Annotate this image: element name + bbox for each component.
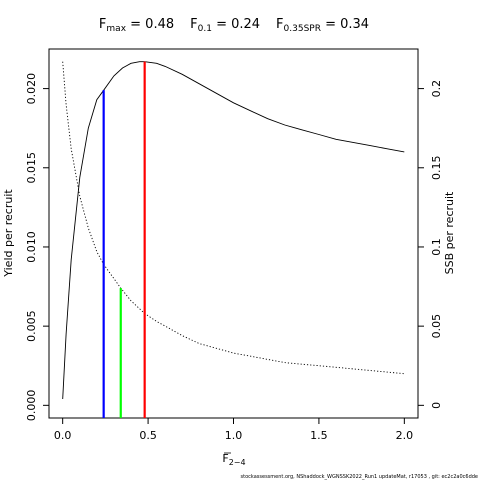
x-tick-label-2: 1.0 (225, 429, 243, 442)
y2-tick-label-0: 0 (430, 402, 443, 409)
y2-tick-label-4: 0.2 (430, 80, 443, 98)
y-tick-label-1: 0.005 (25, 310, 38, 342)
y2-tick-label-3: 0.15 (430, 156, 443, 181)
x-tick-label-4: 2.0 (396, 429, 414, 442)
reference-points-header: Fmax = 0.48 F0.1 = 0.24 F0.35SPR = 0.34 (99, 17, 369, 34)
x-tick-label-0: 0.0 (54, 429, 72, 442)
x-tick-label-3: 1.5 (310, 429, 328, 442)
ypr-plot: Fmax = 0.48 F0.1 = 0.24 F0.35SPR = 0.34 F2… (2, 17, 478, 480)
yield-per-recruit-line (62, 61, 405, 400)
y2-tick-label-1: 0.05 (430, 314, 443, 339)
fmax-label: F (99, 17, 106, 32)
y2-axis-title: SSB per recruit (443, 191, 456, 274)
y-tick-label-4: 0.020 (25, 73, 38, 105)
f035spr-label: F (276, 17, 283, 32)
y-tick-label-3: 0.015 (25, 152, 38, 184)
f01-label: F (190, 17, 197, 32)
x-axis-title: F2−4 (222, 452, 245, 467)
ssb-per-recruit-line (62, 61, 405, 375)
y2-tick-label-2: 0.1 (430, 238, 443, 256)
x-tick-label-1: 0.5 (139, 429, 157, 442)
provenance-footer: stockassessment.org, NShaddock_WGNSSK202… (241, 474, 478, 480)
y-tick-label-0: 0.000 (25, 390, 38, 422)
y-axis-title: Yield per recruit (2, 189, 15, 278)
y-tick-label-2: 0.010 (25, 231, 38, 262)
